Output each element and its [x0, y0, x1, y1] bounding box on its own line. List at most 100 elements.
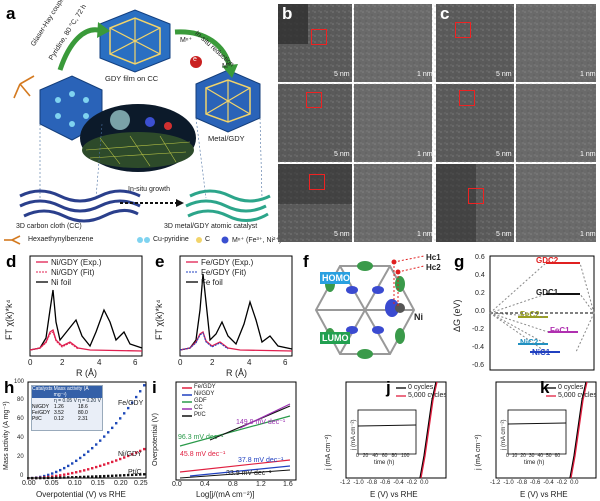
h-point [143, 473, 146, 476]
h-point [39, 476, 42, 480]
h-table-sub-1: η = 0.20 V [78, 398, 101, 404]
h-point [95, 475, 98, 478]
h-point [79, 470, 82, 473]
h-point [91, 446, 94, 450]
tem-c-2-roi [459, 90, 475, 106]
k-leg-1: 5,000 cycles [558, 392, 597, 399]
h-point [123, 412, 126, 415]
h-point [63, 466, 66, 470]
panel-h-chart [27, 381, 147, 480]
scale-b2z: 1 nm [417, 151, 433, 158]
h-point [143, 384, 146, 387]
h-point [43, 474, 46, 478]
i-tafel-2: 45.8 mV dec⁻¹ [180, 451, 226, 458]
j-inset-xtick: 100 [401, 453, 410, 459]
h-xtick-0: 0.00 [22, 480, 36, 487]
h-ylabel: Mass activity (A mg⁻¹) [3, 401, 10, 470]
scale-b3: 5 nm [334, 231, 350, 238]
d-xlabel: R (Å) [76, 368, 97, 378]
scale-c3: 5 nm [496, 231, 512, 238]
k-ylabel: j (mA cm⁻²) [475, 434, 482, 470]
h-label-ni: Ni/GDY [118, 451, 142, 458]
h-point [87, 475, 90, 478]
k-inset-xtick: 50 [546, 453, 552, 459]
g-level-gdc1: GDC1 [536, 288, 559, 297]
panel-d-chart [29, 255, 143, 357]
i-xtick-2: 0.8 [228, 481, 238, 488]
h-point [59, 474, 62, 477]
panel-j-label: j [386, 378, 391, 397]
panel-f-label: f [303, 252, 309, 271]
k-inset-xtick: 60 [554, 453, 561, 459]
legend-cu: Cu-pyridine [153, 236, 189, 243]
g-level-fec2: FeC2 [520, 310, 540, 319]
h-point [71, 471, 74, 475]
h-point [79, 475, 82, 479]
h-point [135, 395, 138, 399]
h-point [83, 453, 86, 457]
h-cell: Fe/GDY [32, 410, 51, 416]
k-inset-xtick: 40 [537, 453, 544, 459]
h-point [51, 472, 54, 475]
j-xtick: -0.2 [406, 480, 418, 486]
h-point [131, 473, 134, 477]
tem-c-1-roi [455, 22, 471, 38]
d-xtick-2: 4 [97, 358, 102, 367]
h-table: Catalysts Mass activity (A mg⁻¹) η = 0.0… [31, 385, 103, 431]
f-homo: HOMO [322, 273, 350, 283]
h-point [55, 476, 58, 479]
scale-b2: 5 nm [334, 151, 350, 158]
e-xtick-0: 0 [178, 358, 183, 367]
d-xtick-0: 0 [28, 358, 33, 367]
h-point [91, 475, 94, 478]
i-tafel-3: 37.8 mV dec⁻¹ [238, 457, 284, 464]
g-level-gdc2: GDC2 [536, 256, 559, 265]
h-cell: 80.0 [78, 410, 88, 416]
h-point [63, 476, 66, 479]
h-point [71, 462, 74, 465]
h-point [99, 475, 102, 478]
j-xtick: -0.6 [380, 480, 391, 486]
k-xtick: -1.0 [503, 480, 514, 486]
e-xlabel: R (Å) [226, 368, 247, 378]
h-point [55, 474, 58, 478]
panel-b-label: b [282, 4, 293, 23]
k-xlabel: E (V) vs RHE [520, 490, 568, 499]
h-point [75, 475, 78, 479]
scale-c2z: 1 nm [580, 151, 596, 158]
h-point [111, 474, 114, 477]
panel-e-label: e [155, 252, 165, 271]
h-point [115, 459, 118, 462]
h-point [31, 476, 34, 480]
j-xtick: 0.0 [420, 480, 429, 486]
k-leg-0: 0 cycles [558, 384, 584, 391]
panel-a-label: a [6, 4, 16, 23]
i-leg-1: Ni/GDY [194, 391, 215, 397]
h-point [83, 475, 86, 479]
panel-a-schematic [4, 9, 271, 245]
insitu-growth-label: In-situ growth [128, 186, 171, 193]
i-tafel-0: 149.9 mV dec⁻¹ [236, 419, 286, 426]
m-zero-label: M⁰ [222, 63, 231, 70]
j-xtick: -0.8 [366, 480, 378, 486]
e-label: e [193, 56, 197, 63]
h-point [27, 477, 30, 480]
g-ytick-4: -0.2 [472, 326, 485, 333]
scale-b1: 5 nm [334, 71, 350, 78]
j-inset-xlabel: time (h) [374, 460, 395, 466]
tem-b-2-roi [306, 92, 322, 108]
g-ytick-5: -0.4 [472, 344, 485, 351]
scale-c3z: 1 nm [580, 231, 596, 238]
i-xtick-1: 0.4 [200, 481, 210, 488]
panel-f-structure [314, 255, 425, 359]
h-table-header-1: Mass activity (A mg⁻¹) [53, 386, 89, 398]
h-point [135, 473, 138, 476]
g-ylabel: ΔG (eV) [452, 299, 462, 332]
h-cell: 18.6 [78, 404, 88, 410]
e-ylabel: FT χ(k)*k⁴ [154, 299, 164, 340]
f-lumo: LUMO [322, 333, 349, 343]
h-cell: 2.31 [78, 416, 88, 422]
h-point [75, 471, 78, 474]
j-inset-xtick: 60 [381, 453, 388, 459]
j-inset-xtick: 0 [356, 453, 359, 459]
